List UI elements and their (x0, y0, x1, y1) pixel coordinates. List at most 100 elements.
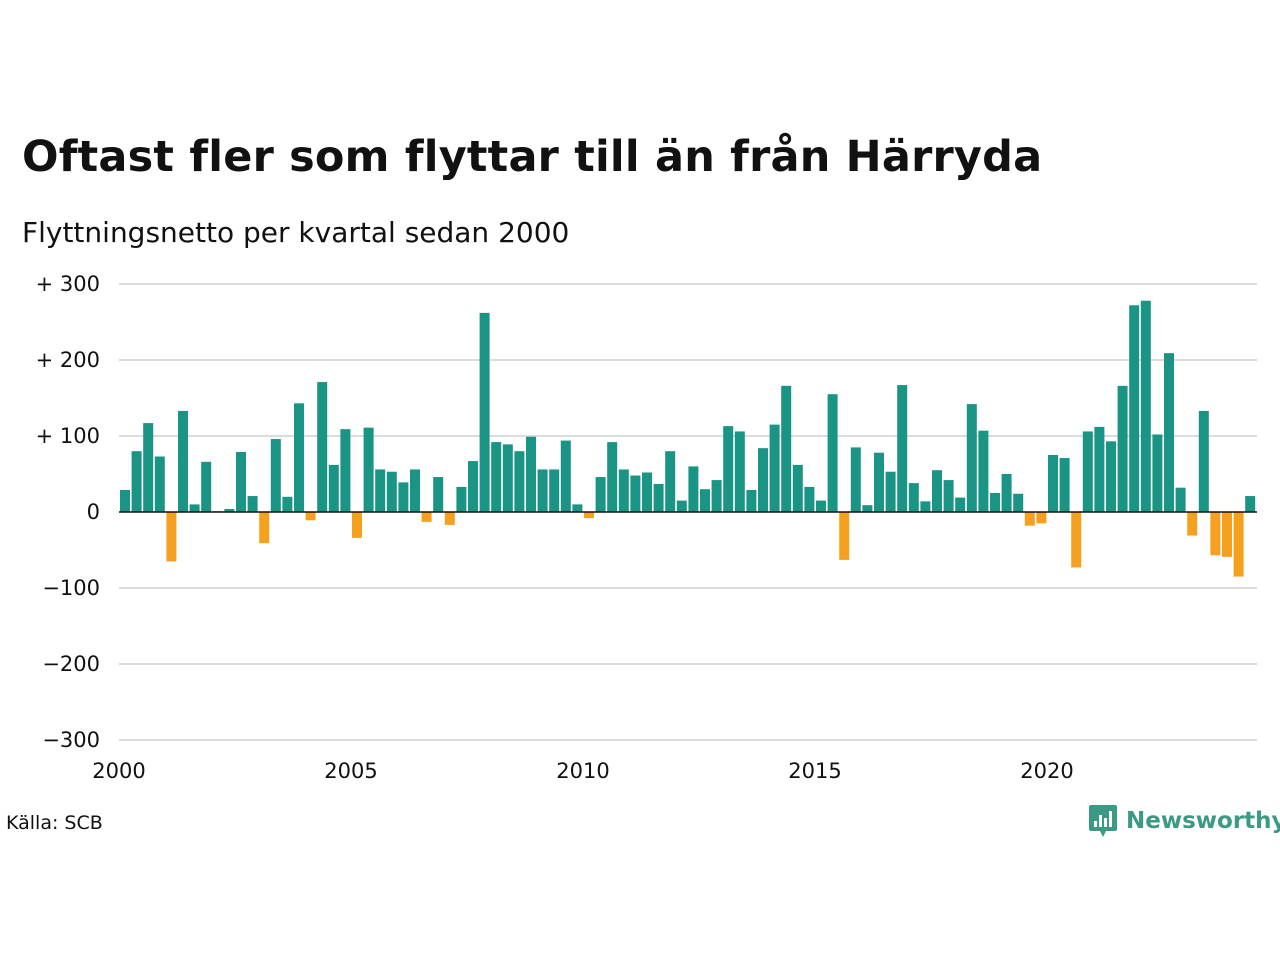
bar (1140, 300, 1151, 512)
bar (734, 431, 745, 512)
bar (955, 497, 966, 512)
bar (839, 512, 850, 560)
bar (862, 505, 873, 512)
bar (1117, 385, 1128, 512)
bar (584, 512, 594, 519)
y-tick-label: −100 (42, 576, 100, 600)
bar (1094, 426, 1105, 512)
bar (178, 410, 188, 512)
bar (526, 436, 536, 512)
bar (1164, 353, 1174, 512)
bar (607, 442, 618, 512)
bar (665, 451, 676, 512)
bar (978, 430, 989, 512)
gridlines (119, 283, 1257, 741)
bar (537, 469, 548, 512)
y-tick-label: + 100 (36, 424, 100, 448)
bar (352, 512, 362, 538)
bar (1152, 434, 1163, 512)
bar (131, 451, 142, 512)
bar (236, 451, 246, 512)
bar (294, 403, 304, 512)
bar (746, 489, 757, 512)
bar (1013, 493, 1024, 512)
bar (804, 486, 815, 512)
bar (630, 475, 641, 512)
bar (920, 501, 931, 512)
bar (711, 480, 722, 512)
bar (653, 483, 664, 512)
bar (224, 508, 235, 512)
bar (549, 469, 560, 512)
bar (943, 480, 954, 512)
y-tick-label: + 200 (36, 348, 100, 372)
bar (1198, 410, 1209, 512)
bar (1059, 458, 1070, 512)
bar (120, 489, 130, 512)
bar (792, 464, 803, 512)
bars (120, 300, 1256, 577)
bar (386, 471, 397, 512)
bar (990, 493, 1000, 512)
source-note: Källa: SCB (6, 812, 103, 834)
chart-subtitle: Flyttningsnetto per kvartal sedan 2000 (22, 216, 570, 249)
brand-name: Newsworthy (1126, 808, 1280, 834)
y-tick-label: −300 (42, 728, 100, 752)
chart-title: Oftast fler som flyttar till än från Här… (22, 132, 1043, 182)
bar (874, 452, 884, 512)
x-tick-label: 2010 (556, 759, 609, 783)
bar (410, 469, 420, 512)
bar (1187, 512, 1198, 536)
y-axis-labels: + 300 + 200 + 100 0 −100 −200 −300 (36, 272, 100, 752)
bar (1071, 512, 1082, 568)
bar (468, 461, 478, 512)
bar (850, 447, 861, 512)
y-tick-label: + 300 (36, 272, 100, 296)
bar (189, 504, 200, 512)
newsworthy-chart-bubble-icon (1089, 805, 1117, 837)
bar (282, 496, 293, 512)
x-axis-labels: 2000 2005 2010 2015 2020 (92, 759, 1073, 783)
bar (491, 442, 502, 512)
x-tick-label: 2005 (324, 759, 377, 783)
bar (398, 482, 409, 512)
bar (723, 426, 734, 512)
bar (897, 385, 908, 512)
bar (700, 489, 710, 512)
bar (560, 440, 571, 512)
bar (514, 451, 525, 512)
brand-logo[interactable]: Newsworthy (1088, 804, 1280, 838)
bar (1210, 512, 1221, 556)
bar (363, 427, 374, 512)
bar (1106, 441, 1116, 512)
bar (305, 512, 316, 521)
y-tick-label: −200 (42, 652, 100, 676)
bar (1048, 455, 1058, 512)
bar (1001, 474, 1012, 512)
x-tick-label: 2015 (788, 759, 841, 783)
bar (340, 429, 351, 512)
bar (618, 469, 629, 512)
bar (595, 477, 606, 512)
bar (1129, 305, 1140, 512)
bar (456, 486, 467, 512)
bar (328, 464, 339, 512)
bar (1082, 431, 1093, 512)
bar (1233, 512, 1244, 577)
bar (1024, 512, 1035, 526)
bar (676, 500, 687, 512)
bar (375, 469, 386, 512)
bar (317, 382, 328, 512)
bar (154, 456, 165, 512)
x-tick-label: 2000 (92, 759, 145, 783)
bar (816, 500, 826, 512)
bar (1222, 512, 1232, 557)
bar (433, 477, 444, 512)
bar (758, 448, 768, 512)
bar (688, 466, 699, 512)
bar (270, 439, 281, 512)
bar (827, 394, 838, 512)
bar (259, 512, 270, 544)
y-tick-label: 0 (87, 500, 100, 524)
